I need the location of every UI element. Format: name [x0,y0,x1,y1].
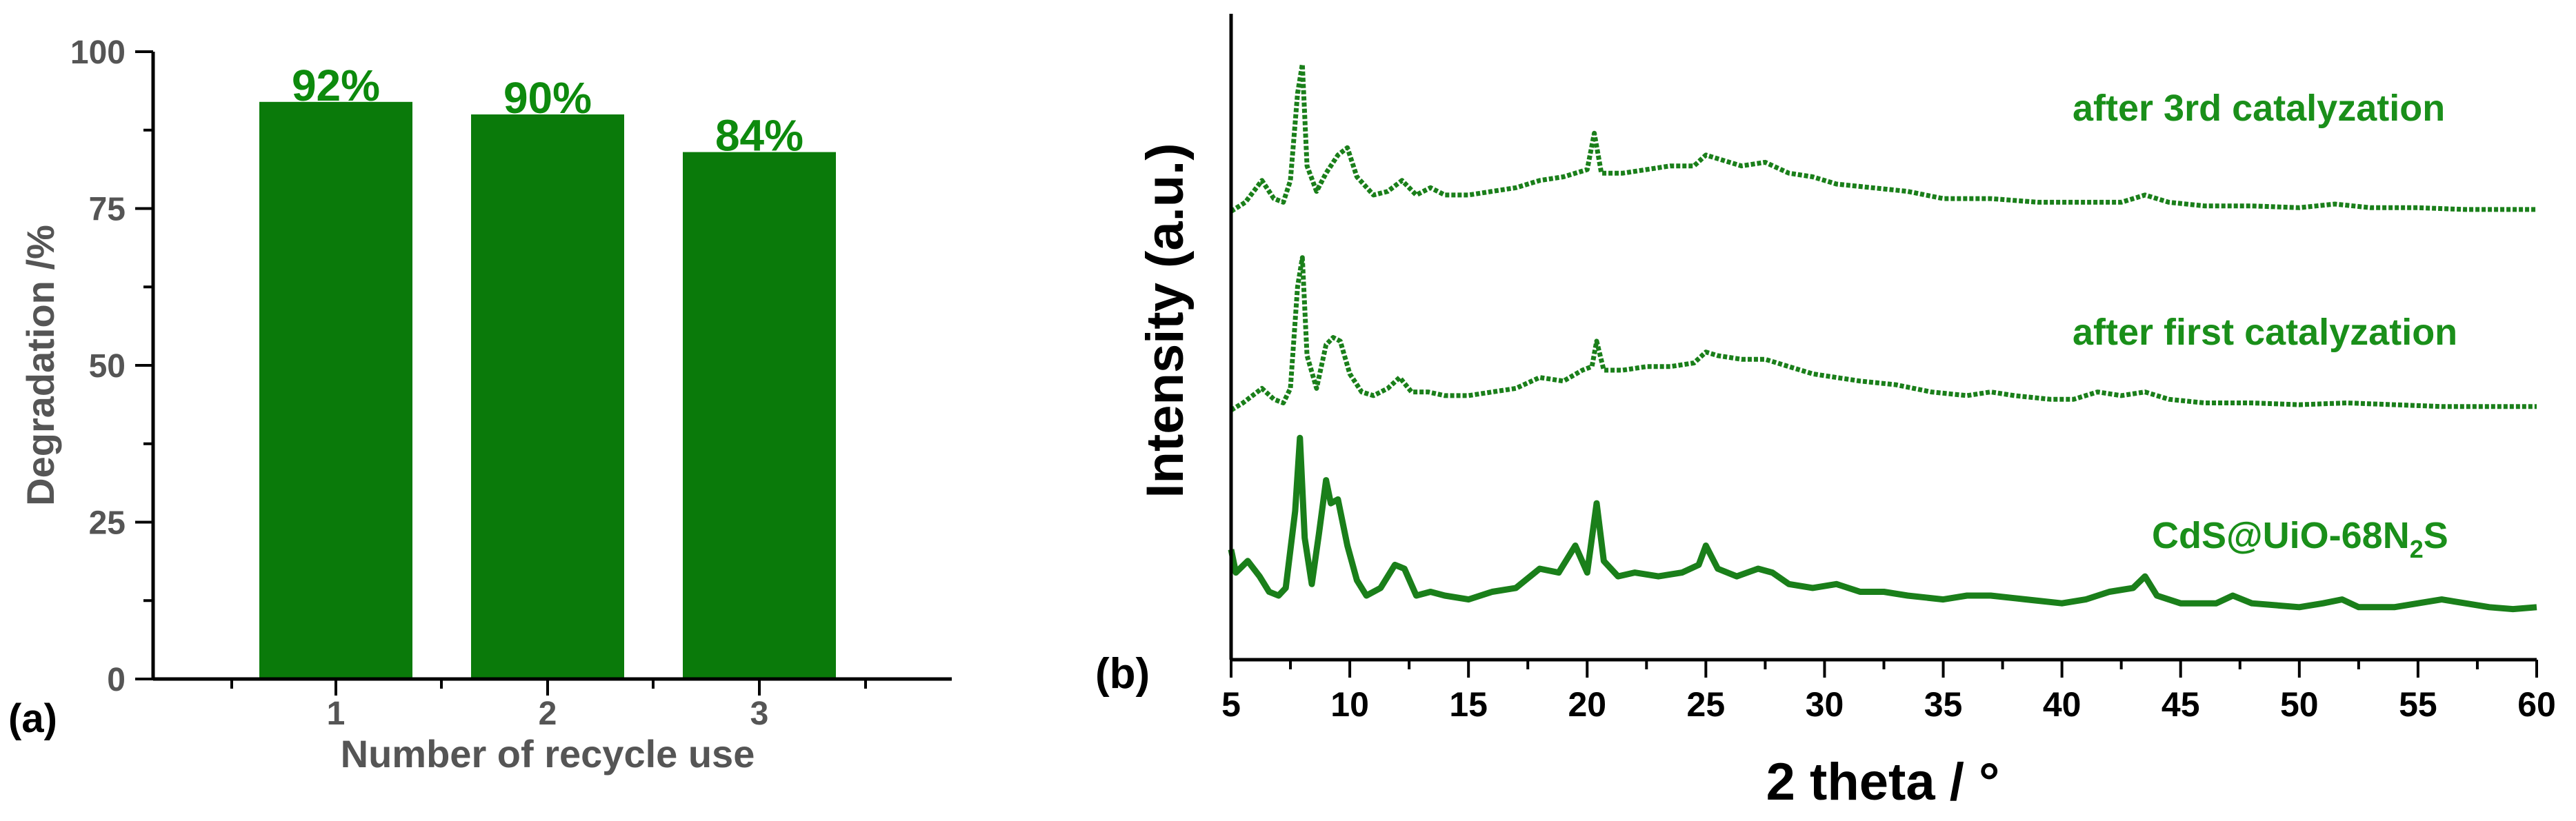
panel-b-x-axis-label: 2 theta / ° [1766,753,2000,811]
y-tick-label: 75 [89,192,126,228]
x-tick-label: 10 [1330,685,1369,724]
x-tick-label: 35 [1924,685,1963,724]
panel-a-y-axis-label: Degradation /% [19,225,62,506]
xrd-series-1 [1228,434,2537,613]
x-tick-label: 5 [1221,685,1241,724]
bar-value-label: 84% [715,111,803,161]
panel-b-label: (b) [1095,650,1150,698]
bar-2 [471,114,624,679]
x-tick-label: 2 [539,696,557,732]
bar-1 [259,101,412,680]
panel-b-xrd-chart: CdS@UiO-68N2S after first catalyzation aft… [1095,14,2556,811]
xrd-series-2 [1230,255,2537,412]
bar-3 [683,152,836,680]
bar-value-label: 92% [292,61,380,110]
y-tick-label: 50 [89,348,126,385]
panel-a-label: (a) [8,696,57,741]
x-tick-label: 40 [2043,685,2081,724]
series-label-cds: CdS@UiO-68N2S [2152,515,2448,563]
x-tick-label: 20 [1568,685,1606,724]
x-tick-label: 45 [2161,685,2200,724]
y-tick-label: 100 [70,34,126,71]
x-tick-label: 1 [327,696,346,732]
y-tick-label: 25 [89,505,126,542]
panel-b-y-axis-label: Intensity (a.u.) [1136,143,1195,498]
series-label-third: after 3rd catalyzation [2073,88,2445,129]
x-tick-label: 25 [1687,685,1726,724]
x-tick-label: 15 [1449,685,1488,724]
x-tick-label: 30 [1806,685,1844,724]
xrd-series-3 [1230,61,2537,214]
y-tick-label: 0 [107,662,126,698]
bar-value-label: 90% [503,73,592,123]
panel-a-x-axis-label: Number of recycle use [341,732,755,776]
x-tick-label: 55 [2399,685,2437,724]
x-tick-label: 50 [2280,685,2319,724]
x-tick-label: 3 [750,696,769,732]
series-label-first: after first catalyzation [2073,312,2457,353]
x-tick-label: 60 [2517,685,2556,724]
